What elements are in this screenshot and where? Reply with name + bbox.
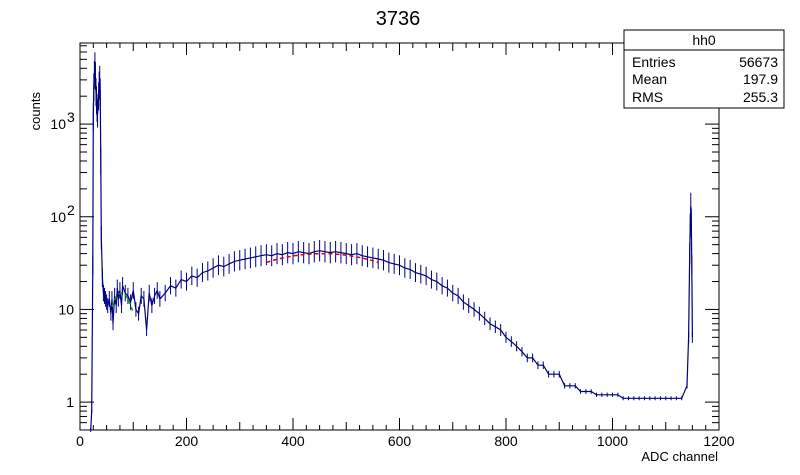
- y-tick-label: 10: [50, 116, 66, 132]
- stats-box-frame: [623, 29, 785, 109]
- x-tick-label: 1200: [703, 433, 734, 449]
- stats-mean-label: Mean: [632, 71, 667, 87]
- chart-title: 3736: [376, 8, 421, 30]
- fit-curve: [111, 292, 135, 314]
- x-tick-label: 0: [76, 433, 84, 449]
- stats-box-name: hh0: [692, 32, 716, 48]
- x-tick-label: 1000: [597, 433, 628, 449]
- y-tick-exponent: 3: [67, 109, 75, 125]
- y-axis-label: counts: [28, 92, 43, 131]
- stats-rms-value: 255.3: [743, 89, 778, 105]
- y-tick-label: 10: [58, 301, 74, 317]
- y-tick-label: 1: [66, 394, 74, 410]
- x-ticks: 0 200 400 600 800 1000 1200: [76, 43, 735, 449]
- fit-line: [266, 252, 379, 264]
- series-hh0: [90, 52, 693, 432]
- stats-entries-label: Entries: [632, 54, 676, 70]
- stats-box: hh0 Entries 56673 Mean 197.9 RMS 255.3: [623, 29, 785, 109]
- y-tick-exponent: 2: [67, 202, 75, 218]
- stats-mean-value: 197.9: [743, 71, 778, 87]
- x-axis-label: ADC channel: [641, 449, 718, 464]
- x-tick-label: 800: [494, 433, 518, 449]
- fit-line: [111, 292, 135, 314]
- fit-curve: [266, 252, 379, 264]
- stats-rms-label: RMS: [632, 89, 663, 105]
- series-line: [90, 66, 693, 431]
- plot-frame: [79, 42, 720, 431]
- y-tick-label: 10: [50, 209, 66, 225]
- x-tick-label: 400: [281, 433, 305, 449]
- stats-entries-value: 56673: [739, 54, 778, 70]
- x-tick-label: 600: [388, 433, 412, 449]
- x-tick-label: 200: [175, 433, 199, 449]
